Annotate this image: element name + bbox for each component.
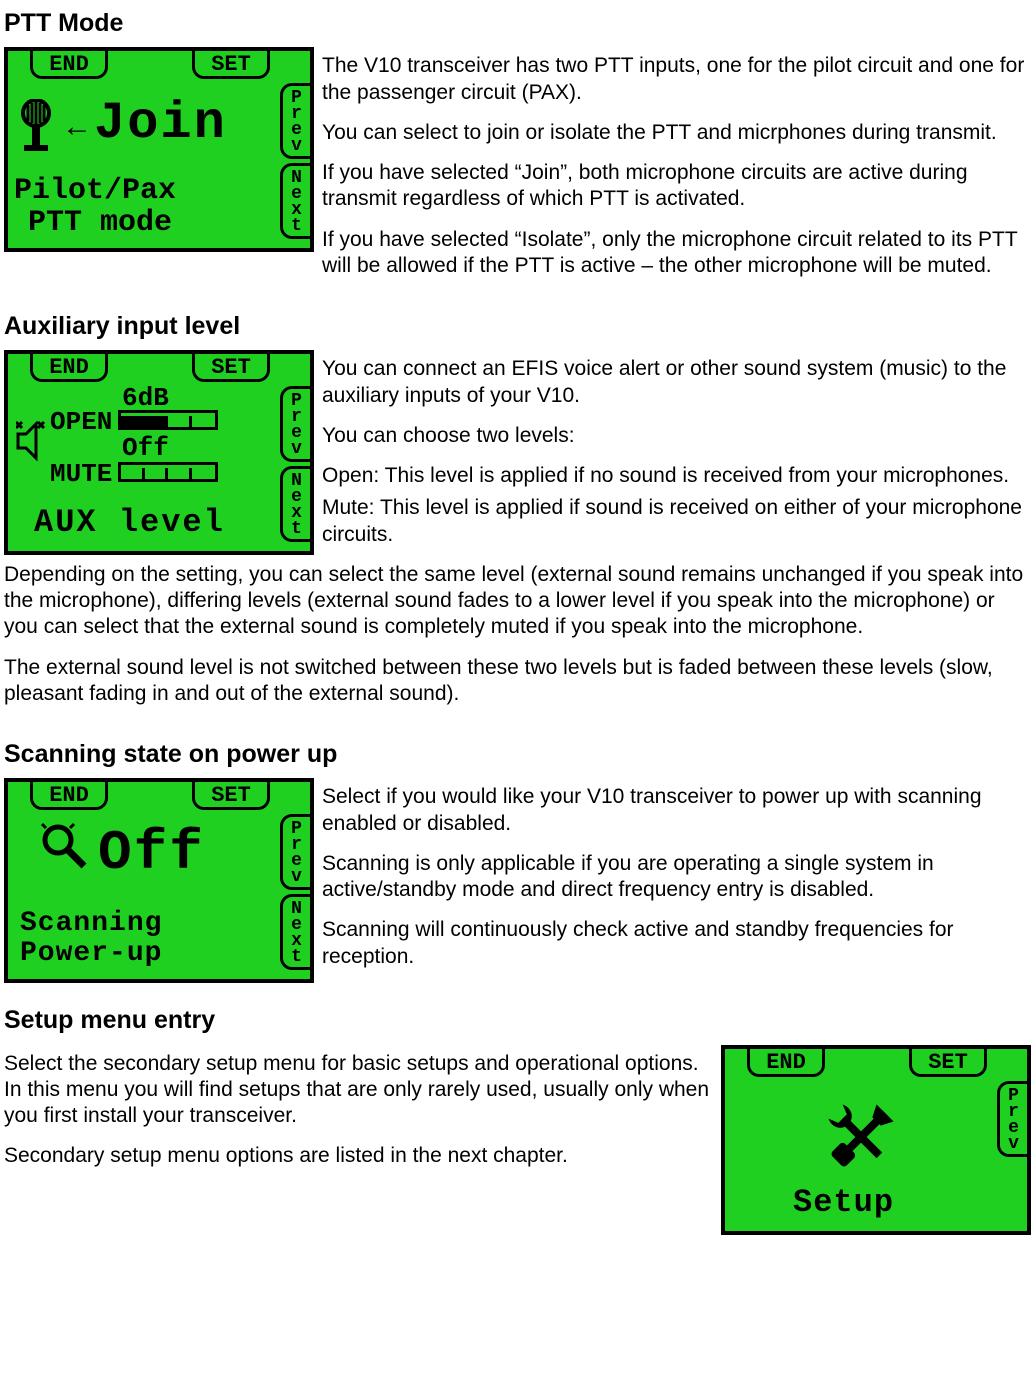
softkey-prev[interactable]: Prev bbox=[280, 83, 310, 159]
lcd-setup: END SET Prev Setup bbox=[721, 1045, 1031, 1235]
lcd-body: Off Scanning Power-up bbox=[14, 812, 278, 975]
softkey-next[interactable]: Next bbox=[280, 466, 310, 542]
aux-open-bar bbox=[118, 410, 218, 430]
section-setup: END SET Prev Setup Select the secondary … bbox=[4, 1045, 1031, 1239]
softkey-next[interactable]: Next bbox=[280, 163, 310, 239]
softkey-prev[interactable]: Prev bbox=[997, 1081, 1027, 1157]
softkey-prev[interactable]: Prev bbox=[280, 386, 310, 462]
softkey-end[interactable]: END bbox=[30, 354, 108, 382]
aux-mute-label: MUTE bbox=[50, 458, 112, 491]
tools-icon bbox=[821, 1097, 901, 1177]
heading-scan: Scanning state on power up bbox=[4, 739, 1031, 770]
lcd-body: ← Join Pilot/Pax PTT mode bbox=[14, 81, 278, 244]
aux-title: AUX level bbox=[34, 503, 225, 543]
softkey-next[interactable]: Next bbox=[280, 894, 310, 970]
lcd-aux: END SET Prev Next 6dB OPEN Off MUTE AUX … bbox=[4, 350, 314, 555]
setup-label: Setup bbox=[793, 1183, 894, 1223]
softkey-end[interactable]: END bbox=[747, 1049, 825, 1077]
aux-paragraph-6: The external sound level is not switched… bbox=[4, 655, 1031, 708]
section-aux: END SET Prev Next 6dB OPEN Off MUTE AUX … bbox=[4, 350, 1031, 721]
magnifier-icon bbox=[40, 822, 88, 870]
softkey-end[interactable]: END bbox=[30, 51, 108, 79]
aux-mute-bar bbox=[118, 462, 218, 482]
aux-off-label: Off bbox=[122, 432, 169, 465]
softkey-set[interactable]: SET bbox=[192, 782, 270, 810]
heading-aux: Auxiliary input level bbox=[4, 311, 1031, 342]
section-ptt: END SET Prev Next ← Join Pilot/Pax PTT m… bbox=[4, 47, 1031, 293]
softkey-set[interactable]: SET bbox=[192, 354, 270, 382]
microphone-icon bbox=[20, 99, 64, 153]
horn-icon bbox=[16, 414, 46, 468]
aux-paragraph-5: Depending on the setting, you can select… bbox=[4, 562, 1031, 641]
ptt-value: Join bbox=[94, 91, 227, 156]
aux-open-label: OPEN bbox=[50, 406, 112, 439]
softkey-prev[interactable]: Prev bbox=[280, 814, 310, 890]
section-scan: END SET Prev Next Off Scanning Power-up … bbox=[4, 778, 1031, 987]
lcd-ptt: END SET Prev Next ← Join Pilot/Pax PTT m… bbox=[4, 47, 314, 252]
lcd-body: Setup bbox=[731, 1079, 995, 1227]
heading-setup: Setup menu entry bbox=[4, 1005, 1031, 1036]
softkey-end[interactable]: END bbox=[30, 782, 108, 810]
scan-label-line2: Power-up bbox=[20, 936, 162, 971]
heading-ptt-mode: PTT Mode bbox=[4, 8, 1031, 39]
arrow-left-icon: ← bbox=[68, 111, 86, 149]
lcd-body: 6dB OPEN Off MUTE AUX level bbox=[14, 384, 278, 547]
ptt-label-line2: PTT mode bbox=[28, 205, 172, 243]
softkey-set[interactable]: SET bbox=[909, 1049, 987, 1077]
softkey-set[interactable]: SET bbox=[192, 51, 270, 79]
lcd-scan: END SET Prev Next Off Scanning Power-up bbox=[4, 778, 314, 983]
scan-value: Off bbox=[98, 818, 205, 888]
